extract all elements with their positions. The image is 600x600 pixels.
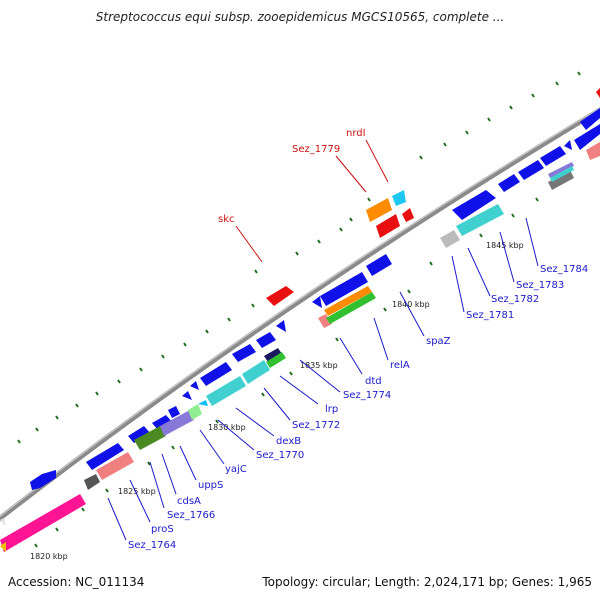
- gene-block: [0, 494, 86, 552]
- gene-arrow: [366, 254, 392, 276]
- gene-label-sez1784[interactable]: Sez_1784: [540, 264, 588, 275]
- gene-label-sez1782[interactable]: Sez_1782: [491, 294, 539, 305]
- gene-block: [586, 142, 600, 160]
- gene-sez1779: [366, 198, 392, 222]
- gene-labels: Sez_1764 proS Sez_1766 cdsA uppS yajC Se…: [128, 128, 588, 551]
- gene-arrow: [128, 426, 150, 443]
- scale-label: 1840 kbp: [392, 300, 430, 309]
- highlight-genes: [0, 88, 600, 552]
- tick-ring-outer: [17, 71, 581, 444]
- gene-block: [96, 452, 134, 480]
- gene-block: [440, 230, 460, 248]
- leader-lines-blue: [107, 217, 539, 541]
- gene-label-nrdi[interactable]: nrdI: [346, 128, 366, 139]
- gene-block: [160, 410, 194, 436]
- gene-block: [548, 162, 574, 178]
- gene-label-yajc[interactable]: yajC: [225, 464, 247, 475]
- gene-arrow: [276, 320, 286, 332]
- gene-yellow-edge: [0, 542, 6, 552]
- gene-label-sez1781[interactable]: Sez_1781: [466, 310, 514, 321]
- gene-label-sez1783[interactable]: Sez_1783: [516, 280, 564, 291]
- gene-block: [548, 170, 574, 190]
- scale-label: 1820 kbp: [30, 552, 68, 561]
- gene-arrow: [200, 362, 232, 386]
- gene-label-dtd[interactable]: dtd: [365, 376, 382, 387]
- scale-label: 1845 kbp: [486, 241, 524, 250]
- gene-arrow: [312, 296, 322, 308]
- gene-nrdi: [392, 190, 406, 206]
- gene-label-sez1766[interactable]: Sez_1766: [167, 510, 215, 521]
- gene-block: [550, 166, 574, 182]
- gene-label-lrp[interactable]: lrp: [325, 404, 338, 415]
- gene-arrow: [152, 415, 172, 430]
- gene-block: [206, 376, 246, 406]
- scale-label: 1825 kbp: [118, 487, 156, 496]
- gene-label-pros[interactable]: proS: [151, 524, 174, 535]
- gene-arrow: [518, 160, 544, 180]
- backbone-arc-highlight: [0, 107, 600, 518]
- gene-label-skc[interactable]: skc: [218, 214, 235, 225]
- gene-label-sez1764[interactable]: Sez_1764: [128, 540, 176, 551]
- gene-arrow: [540, 146, 566, 166]
- gene-label-sez1779[interactable]: Sez_1779: [292, 144, 340, 155]
- gene-arrow: [86, 443, 124, 470]
- gene-arrow: [452, 190, 496, 220]
- tick-ring-inner: [34, 179, 563, 548]
- backbone-arc: [0, 107, 600, 522]
- gene-block: [198, 400, 208, 406]
- map-title: Streptococcus equi subsp. zooepidemicus …: [95, 10, 505, 24]
- gene-block: [318, 314, 332, 328]
- gene-arrow: [30, 470, 56, 490]
- genome-summary: Topology: circular; Length: 2,024,171 bp…: [262, 575, 592, 589]
- gene-label-spaz[interactable]: spaZ: [426, 336, 451, 347]
- gene-label-cdsa[interactable]: cdsA: [177, 496, 201, 507]
- gene-block: [264, 348, 282, 362]
- gene-block: [324, 286, 372, 316]
- gene-arrow: [190, 381, 199, 390]
- gene-block: [0, 518, 6, 526]
- gene-arrow: [564, 140, 572, 150]
- gene-arrow: [232, 344, 256, 362]
- gene-block: [266, 352, 286, 368]
- leader-lines-red: [235, 139, 389, 263]
- gene-label-sez1772[interactable]: Sez_1772: [292, 420, 340, 431]
- gene-block: [84, 474, 100, 490]
- gene-block: [242, 360, 270, 384]
- gene-block: [456, 204, 504, 236]
- accession-text: Accession: NC_011134: [8, 575, 145, 589]
- gene-block: [134, 426, 166, 450]
- gene-arrow: [256, 332, 276, 348]
- gene-block: [188, 404, 202, 420]
- scale-label: 1835 kbp: [300, 361, 338, 370]
- gene-block: [326, 292, 376, 324]
- gene-red-block: [376, 214, 400, 238]
- gene-label-sez1770[interactable]: Sez_1770: [256, 450, 304, 461]
- inner-genes: [0, 142, 600, 552]
- gene-red-edge: [596, 88, 600, 98]
- gene-arrow: [168, 406, 180, 418]
- gene-skc: [266, 286, 294, 306]
- gene-arrow: [498, 174, 520, 192]
- gene-label-upps[interactable]: uppS: [198, 480, 223, 491]
- gene-label-dexb[interactable]: dexB: [276, 436, 301, 447]
- gene-arrow: [574, 124, 600, 150]
- gene-red-small: [402, 208, 414, 222]
- gene-arrow: [182, 391, 192, 400]
- gene-arrow: [580, 108, 600, 130]
- scale-labels: 1820 kbp 1825 kbp 1830 kbp 1835 kbp 1840…: [30, 241, 524, 561]
- gene-label-rela[interactable]: relA: [390, 360, 410, 371]
- outer-genes: [30, 108, 600, 490]
- gene-arrow: [320, 272, 368, 306]
- gene-label-sez1774[interactable]: Sez_1774: [343, 390, 391, 401]
